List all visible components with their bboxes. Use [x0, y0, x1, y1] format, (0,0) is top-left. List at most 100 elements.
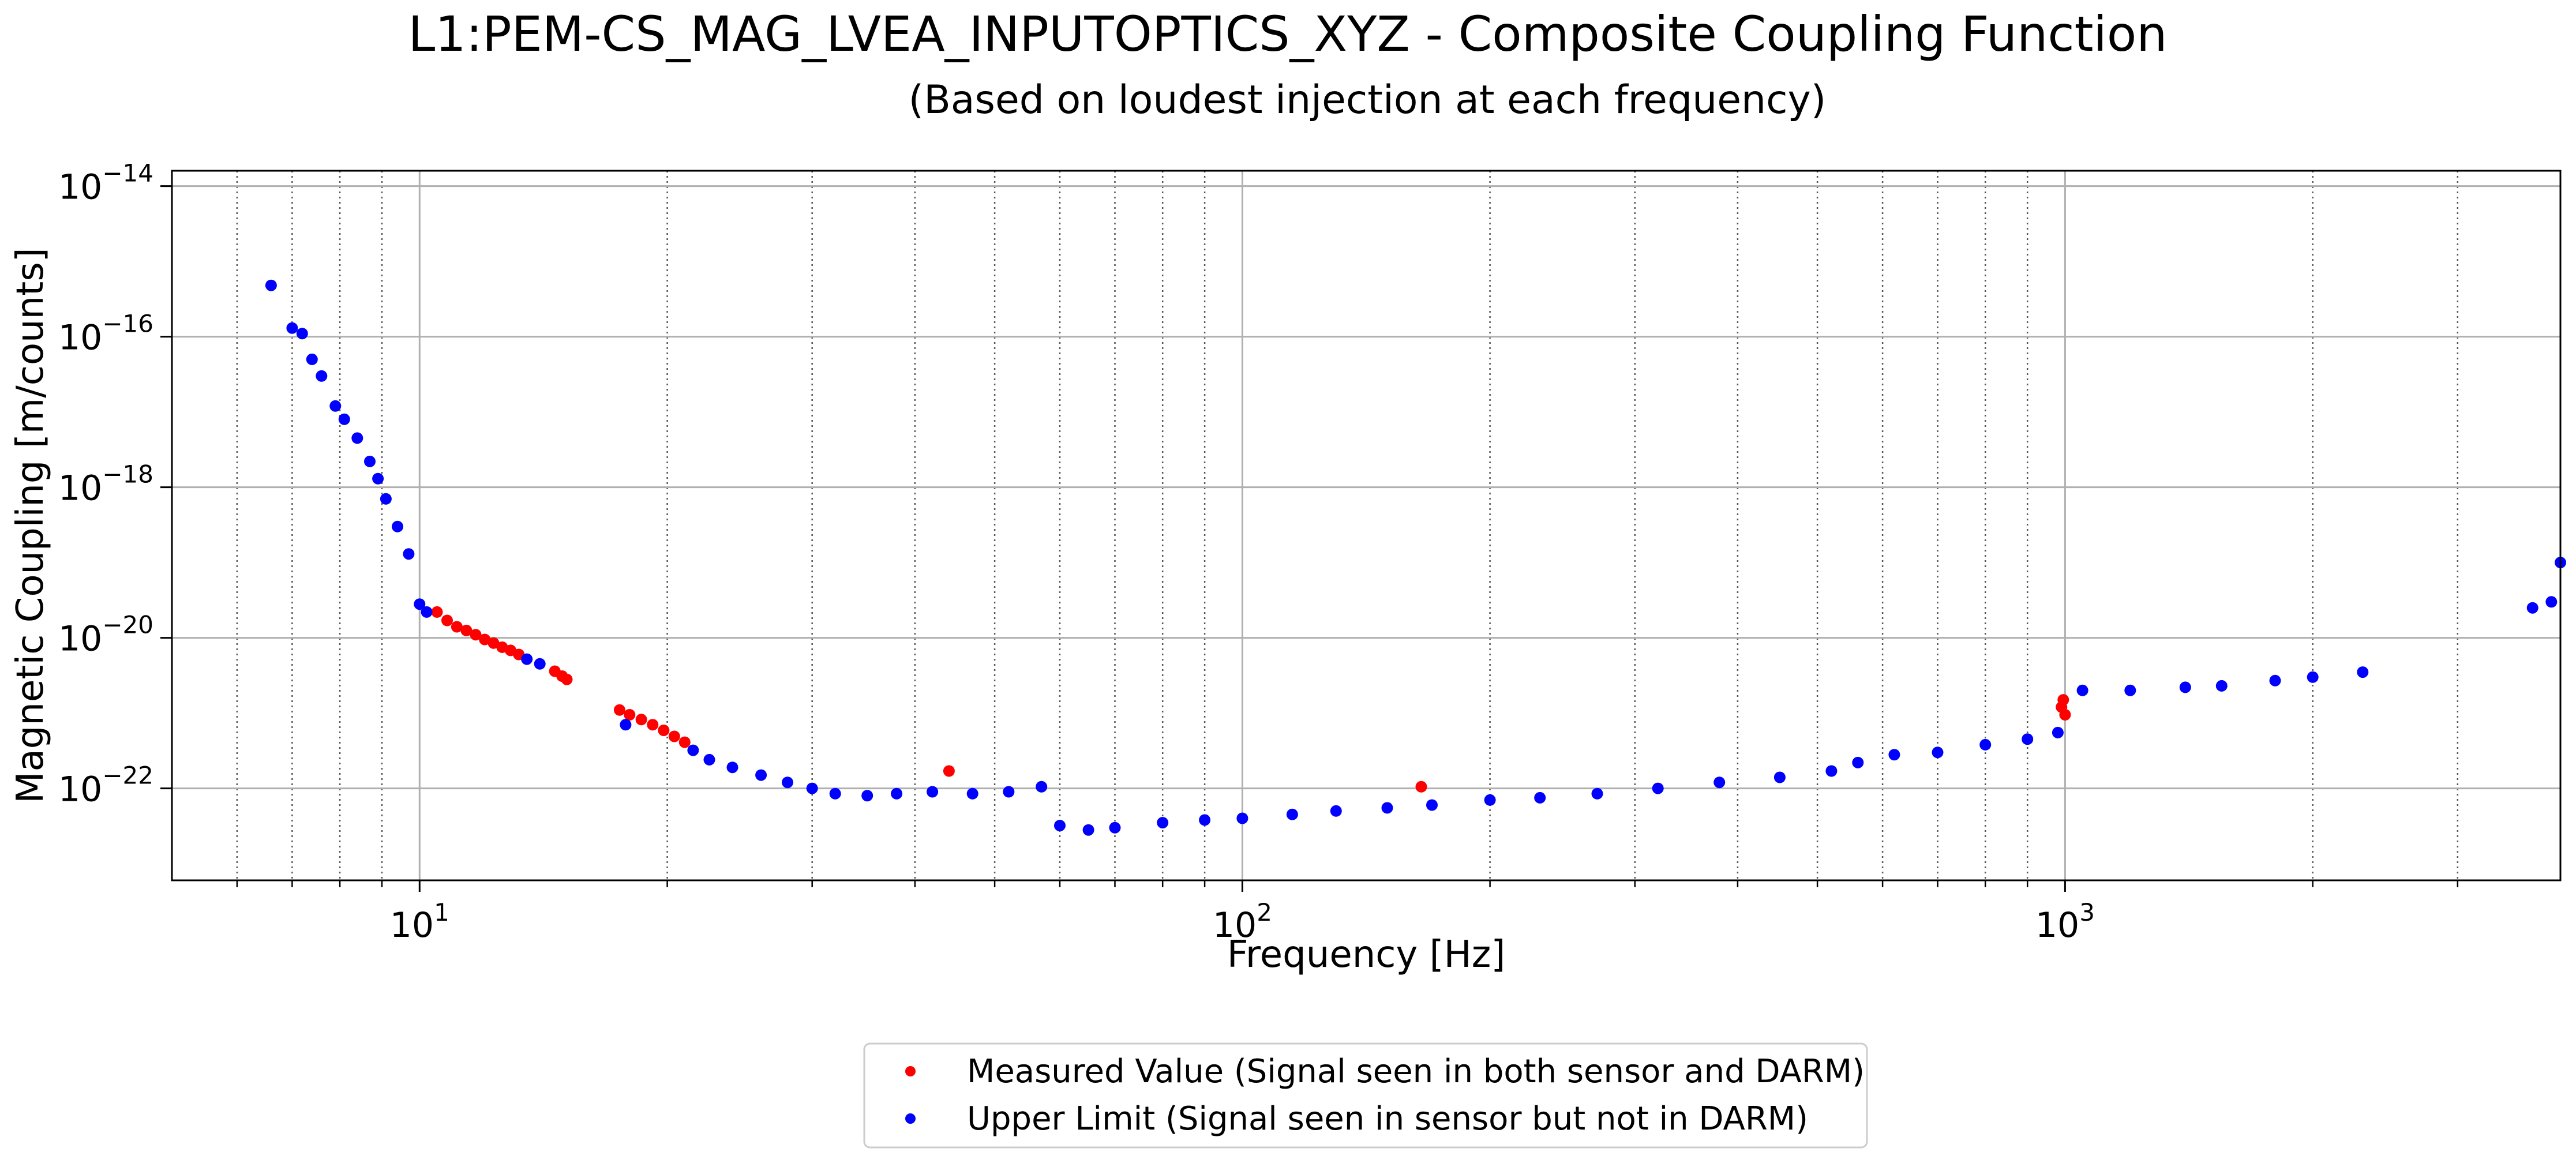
data-point: [2179, 681, 2191, 693]
plot-frame: [171, 170, 2562, 881]
data-point: [561, 673, 573, 685]
data-points: [265, 279, 2566, 836]
series-0: [431, 606, 2071, 793]
data-point: [2307, 671, 2319, 683]
data-point: [1932, 746, 1944, 759]
series-1: [265, 279, 2566, 836]
data-point: [806, 782, 818, 794]
data-point: [1109, 821, 1121, 834]
data-point: [1286, 808, 1298, 820]
data-point: [2545, 596, 2558, 608]
data-point: [441, 614, 453, 626]
data-point: [2022, 733, 2034, 745]
chart-subtitle: (Based on loudest injection at each freq…: [909, 77, 1827, 123]
data-point: [2269, 674, 2281, 686]
data-point: [421, 606, 433, 618]
data-point: [829, 787, 841, 800]
data-point: [668, 730, 680, 742]
legend-label-upper-limit: Upper Limit (Signal seen in sensor but n…: [967, 1100, 1808, 1138]
data-point: [351, 432, 363, 444]
data-point: [726, 761, 738, 774]
legend-box: [863, 1042, 1868, 1149]
grid-lines: [172, 171, 2560, 880]
y-tick-label: 10−22: [58, 761, 153, 810]
data-point: [755, 769, 767, 781]
data-point: [380, 493, 392, 505]
data-point: [451, 621, 463, 633]
y-tick-label: 10−18: [58, 460, 153, 509]
data-point: [2057, 694, 2069, 706]
data-point: [1534, 791, 1546, 804]
data-point: [392, 520, 403, 532]
chart-title: L1:PEM-CS_MAG_LVEA_INPUTOPTICS_XYZ - Com…: [408, 6, 2168, 62]
data-point: [620, 719, 632, 731]
data-point: [1415, 781, 1427, 793]
data-point: [1381, 802, 1393, 814]
data-point: [613, 704, 625, 716]
data-point: [1426, 799, 1438, 811]
data-point: [431, 606, 443, 618]
data-point: [647, 719, 659, 731]
data-point: [479, 633, 491, 646]
data-point: [624, 709, 636, 721]
data-point: [678, 736, 691, 748]
data-point: [2124, 684, 2136, 696]
data-point: [1003, 786, 1015, 798]
data-point: [286, 322, 298, 334]
data-point: [1652, 782, 1664, 794]
data-point: [306, 353, 318, 365]
data-point: [403, 548, 415, 560]
data-point: [1036, 781, 1048, 793]
data-point: [265, 279, 277, 291]
data-point: [1773, 771, 1786, 783]
legend-marker-upper-limit: [905, 1113, 916, 1124]
data-point: [891, 787, 903, 800]
data-point: [1979, 738, 1992, 751]
data-point: [414, 598, 426, 610]
data-point: [534, 658, 546, 670]
x-axis-label: Frequency [Hz]: [1227, 933, 1506, 976]
data-point: [1713, 776, 1726, 789]
data-point: [1888, 749, 1900, 761]
data-point: [488, 637, 500, 649]
data-point: [316, 370, 328, 382]
y-axis-ticks: 10−14 10−16 10−18 10−20 10−22: [58, 159, 172, 810]
data-point: [329, 400, 342, 412]
data-point: [1157, 817, 1169, 829]
data-point: [1330, 805, 1342, 817]
y-tick-label: 10−16: [58, 310, 153, 358]
y-tick-label: 10−14: [58, 159, 153, 208]
x-tick-label: 103: [2035, 898, 2095, 946]
data-point: [703, 753, 715, 766]
data-point: [470, 629, 482, 641]
data-point: [1484, 794, 1496, 806]
data-point: [927, 786, 939, 798]
data-point: [364, 455, 376, 467]
data-point: [2215, 680, 2228, 692]
data-point: [1591, 787, 1603, 800]
data-point: [1825, 765, 1838, 777]
data-point: [2526, 602, 2538, 614]
data-point: [2357, 666, 2369, 678]
data-point: [1236, 812, 1248, 824]
data-point: [338, 413, 350, 425]
data-point: [635, 714, 647, 726]
x-tick-label: 101: [390, 898, 449, 946]
data-point: [2076, 684, 2088, 696]
y-axis-label: Magnetic Coupling [m/counts]: [9, 247, 52, 803]
data-point: [687, 744, 699, 756]
legend: Measured Value (Signal seen in both sens…: [863, 1042, 1868, 1149]
data-point: [460, 624, 473, 636]
y-tick-label: 10−20: [58, 611, 153, 659]
data-point: [782, 776, 793, 789]
data-point: [2052, 726, 2064, 738]
data-point: [1852, 756, 1864, 768]
data-point: [966, 787, 978, 800]
data-point: [521, 653, 533, 665]
legend-marker-measured: [905, 1066, 916, 1076]
data-point: [2059, 709, 2071, 721]
data-point: [861, 790, 873, 802]
data-point: [1082, 824, 1094, 836]
data-point: [1199, 814, 1211, 826]
